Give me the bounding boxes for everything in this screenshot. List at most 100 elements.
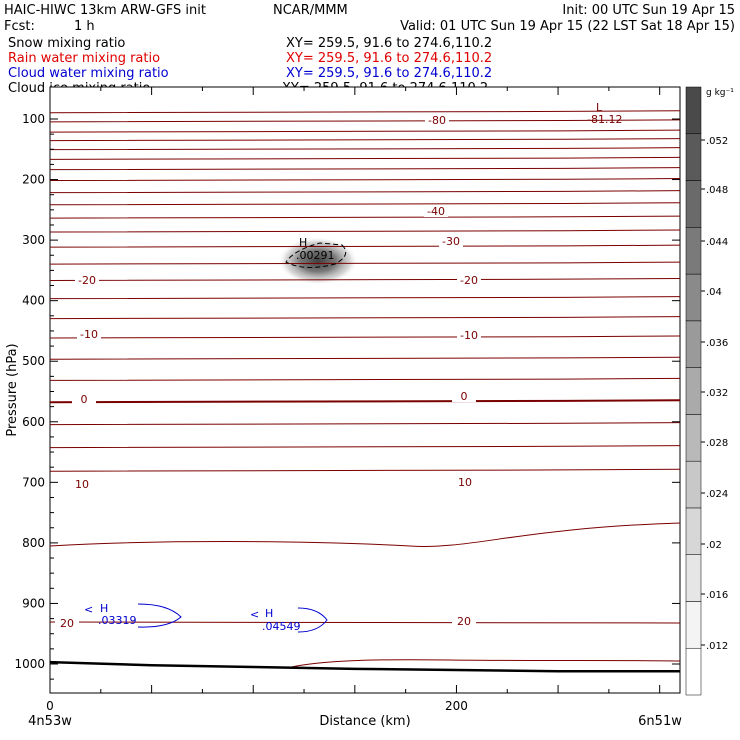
forecast-label: Fcst:: [4, 19, 35, 34]
isotherm-label: -80: [428, 114, 446, 127]
isotherm: [49, 296, 681, 300]
y-tick-label: 100: [22, 112, 45, 126]
cloud-water-contour-2: [297, 607, 328, 633]
isotherm-label-bg: [75, 274, 99, 286]
colorbar-tick-label: .02: [706, 540, 722, 551]
isotherm-label-bg: [457, 329, 481, 341]
y-tick-label: 600: [22, 415, 45, 429]
isotherm-label-bg: [457, 274, 481, 286]
colorbar-segment: [685, 414, 702, 462]
isotherm: [49, 229, 681, 233]
x-endpoint-left: 4n53w: [28, 714, 72, 729]
x-tick-label: 200: [445, 699, 468, 713]
isotherm: [49, 138, 681, 142]
isotherm-label-bg: [70, 478, 94, 490]
colorbar-tick-label: .032: [706, 388, 728, 399]
isotherm: [49, 167, 681, 171]
isotherm: [49, 277, 681, 281]
isotherm-lines: [49, 110, 681, 669]
colorbar-segment: [685, 320, 702, 368]
isotherm: [286, 659, 681, 669]
isotherm-label: 20: [60, 617, 74, 630]
isotherm-label-bg: [453, 476, 477, 488]
colorbar-tick-label: .048: [706, 185, 728, 196]
field-name-rain: Rain water mixing ratio: [8, 51, 160, 66]
y-tick-label: 300: [22, 233, 45, 247]
colorbar-segment: [685, 554, 702, 602]
cloud-water-max-value-1: .03319: [98, 614, 137, 627]
isotherm-label: -10: [460, 329, 478, 342]
y-axis-label: Pressure (hPa): [5, 343, 20, 436]
isotherm-label: -30: [442, 235, 460, 248]
isotherm: [49, 178, 681, 182]
field-xy-snow: XY= 259.5, 91.6 to 274.6,110.2: [286, 36, 492, 51]
colorbar-segment: [685, 180, 702, 228]
isotherm-label-bg: [439, 235, 463, 247]
isotherm-label-bg: [424, 205, 448, 217]
isotherm-label-bg: [425, 114, 449, 126]
isotherm: [49, 244, 681, 248]
isotherm: [49, 156, 681, 160]
colorbar-tick-label: .04: [706, 287, 722, 298]
forecast-value: 1 h: [74, 19, 95, 34]
temperature-min-value: -81.12: [587, 113, 622, 126]
x-endpoint-right: 6n51w: [638, 714, 682, 729]
isotherm: [49, 261, 681, 265]
isotherm: [49, 522, 681, 547]
isotherm-label-bg: [452, 615, 476, 627]
colorbar-segment: [685, 601, 702, 649]
field-xy-cloud-water: XY= 259.5, 91.6 to 274.6,110.2: [286, 66, 492, 81]
y-tick-label: 800: [22, 536, 45, 550]
plot-frame: [49, 86, 681, 694]
cloud-water-max-value-2: .04549: [262, 620, 301, 633]
isotherm-label: -10: [80, 328, 98, 341]
valid-time: Valid: 01 UTC Sun 19 Apr 15 (22 LST Sat …: [400, 19, 735, 34]
isotherm-labels: -80 -40 -30 -20 -20 -10 -10 0 0 10 10 20 20: [55, 114, 481, 630]
cloud-water-min-arrow-2: <: [250, 608, 259, 621]
colorbar-tick-label: .024: [706, 489, 728, 500]
isotherm-label: -40: [427, 205, 445, 218]
colorbar-tick-label: .028: [706, 438, 728, 449]
colorbar-tick-label: .036: [706, 338, 728, 349]
colorbar-segment: [685, 460, 702, 509]
isotherm: [49, 621, 681, 624]
isotherm: [49, 316, 681, 320]
terrain-line: [49, 660, 680, 673]
isotherm-label: 10: [75, 478, 89, 491]
x-tick-label: 0: [46, 699, 54, 713]
x-axis-label: Distance (km): [319, 714, 410, 729]
isotherm: [49, 356, 681, 360]
isotherm: [49, 129, 681, 133]
isotherm-label: 0: [81, 393, 88, 406]
y-tick-label: 500: [22, 354, 45, 368]
isotherm-label: 10: [458, 476, 472, 489]
field-name-snow: Snow mixing ratio: [8, 36, 125, 51]
isotherm-label-bg: [55, 617, 79, 629]
isotherm-label: 0: [461, 390, 468, 403]
init-time: Init: 00 UTC Sun 19 Apr 15: [562, 3, 735, 18]
y-tick-label: 700: [22, 475, 45, 489]
colorbar-segment: [685, 86, 702, 135]
field-name-cloud-water: Cloud water mixing ratio: [8, 66, 169, 81]
y-tick-label: 900: [22, 596, 45, 610]
cloud-ice-shading: [278, 237, 358, 285]
isotherm: [49, 110, 681, 114]
isotherm-label-bg: [452, 390, 476, 402]
cloud-ice-max-letter: H: [299, 236, 307, 249]
isotherm: [49, 422, 681, 426]
colorbar: .052 .048 .044 .04 .036 .032 .028 .024 .02 .016 .0…: [685, 86, 728, 696]
colorbar-unit: g kg⁻¹: [706, 88, 734, 98]
colorbar-segment: [685, 133, 702, 181]
colorbar-tick-label: .016: [706, 590, 728, 601]
isotherm-label: -20: [78, 274, 96, 287]
isotherm: [49, 377, 681, 381]
isotherm-label: 20: [457, 615, 471, 628]
colorbar-segment: [685, 367, 702, 415]
colorbar-tick-label: .044: [706, 237, 728, 248]
y-tick-label: 200: [22, 173, 45, 187]
isotherm: [49, 445, 681, 449]
field-xy-rain: XY= 259.5, 91.6 to 274.6,110.2: [286, 51, 492, 66]
